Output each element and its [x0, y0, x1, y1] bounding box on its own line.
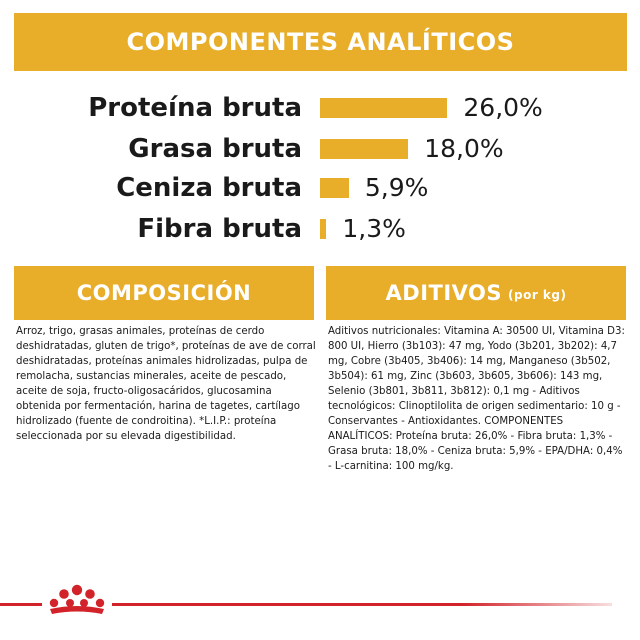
nutrient-row-fat: Grasa bruta 18,0% — [0, 129, 640, 169]
royal-canin-crown-icon — [49, 584, 105, 614]
nutrient-value-protein: 26,0% — [463, 93, 543, 122]
nutrient-row-protein: Proteína bruta 26,0% — [0, 88, 640, 128]
analytical-components-banner: COMPONENTES ANALÍTICOS — [14, 13, 627, 71]
nutrient-row-fiber: Fibra bruta 1,3% — [0, 209, 640, 249]
nutrient-label-ash: Ceniza bruta — [116, 173, 302, 203]
footer-line-right — [112, 603, 612, 606]
nutrient-bar-ash — [320, 178, 349, 198]
footer-line-left — [0, 603, 42, 606]
additives-banner: ADITIVOS (por kg) — [326, 266, 626, 320]
additives-unit: (por kg) — [508, 288, 567, 302]
nutrient-value-fat: 18,0% — [424, 134, 504, 163]
composition-title: COMPOSICIÓN — [76, 281, 252, 305]
analytical-components-title: COMPONENTES ANALÍTICOS — [126, 28, 515, 56]
nutrient-bar-fat — [320, 139, 409, 159]
composition-banner: COMPOSICIÓN — [14, 266, 314, 320]
additives-title: ADITIVOS — [385, 281, 503, 305]
nutrient-row-ash: Ceniza bruta 5,9% — [0, 168, 640, 208]
additives-text: Aditivos nutricionales: Vitamina A: 3050… — [328, 326, 625, 472]
nutrient-value-ash: 5,9% — [364, 173, 429, 202]
nutrient-bar-protein — [320, 98, 448, 118]
nutrient-label-fat: Grasa bruta — [128, 134, 302, 164]
nutrient-label-protein: Proteína bruta — [88, 93, 302, 123]
composition-text: Arroz, trigo, grasas animales, proteínas… — [16, 326, 316, 442]
nutrient-bar-fiber — [320, 219, 327, 239]
nutrient-label-fiber: Fibra bruta — [137, 214, 302, 244]
nutrient-value-fiber: 1,3% — [342, 214, 406, 243]
